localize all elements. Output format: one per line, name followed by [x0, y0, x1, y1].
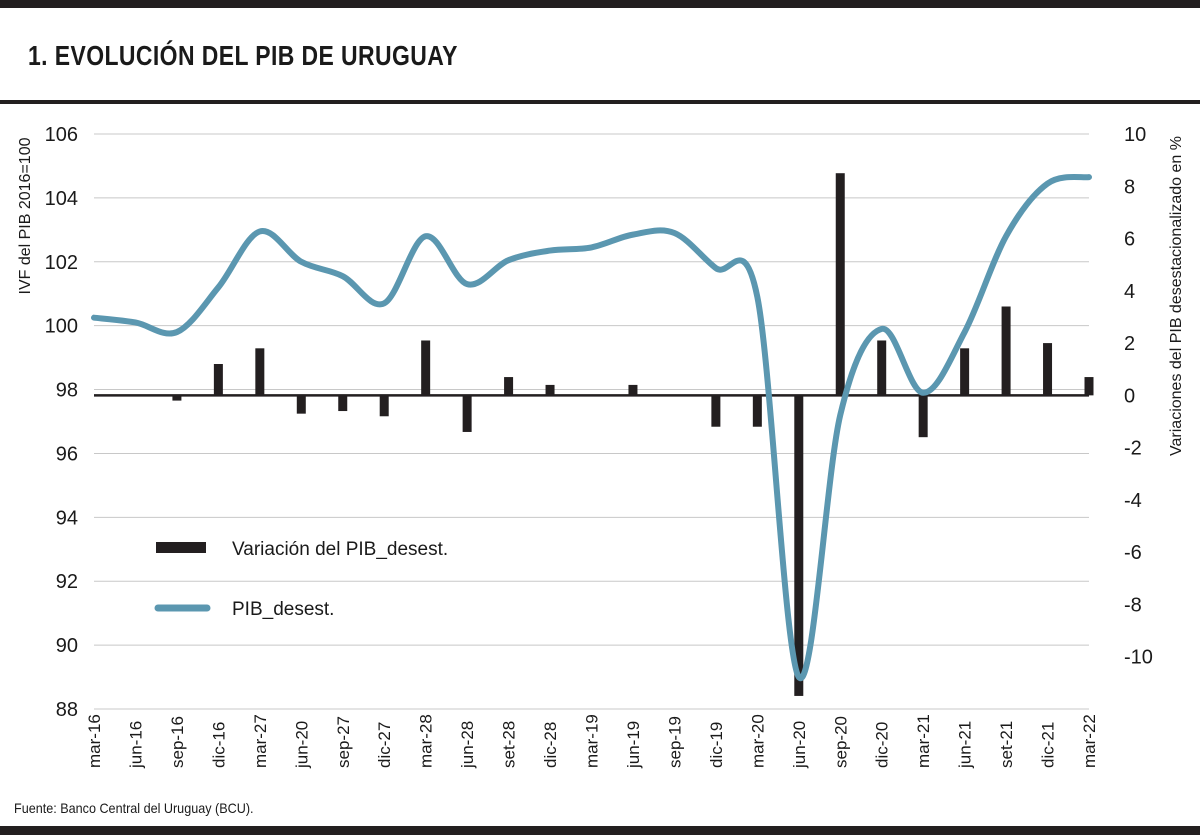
right-tick-label: -6 — [1124, 542, 1142, 564]
left-tick-label: 102 — [45, 252, 78, 274]
left-tick-label: 106 — [45, 124, 78, 146]
x-tick-label: dic-27 — [375, 722, 394, 768]
bar-jun-19 — [628, 384, 638, 396]
x-tick-label: dic-16 — [209, 722, 228, 768]
left-tick-label: 94 — [56, 507, 78, 529]
left-tick-label: 98 — [56, 380, 78, 402]
x-tick-label: set-21 — [997, 721, 1016, 768]
right-tick-label: 8 — [1124, 176, 1135, 198]
x-tick-label: sep-16 — [168, 716, 187, 768]
bar-jun-20 — [296, 395, 306, 414]
bar-jun-28 — [462, 395, 472, 432]
right-tick-label: -2 — [1124, 438, 1142, 460]
pib-chart: 88 90 92 94 96 98 100 102 104 106 -10 -8 -6 -4 -2 0 2 4 6… — [17, 124, 1185, 769]
x-tick-label: mar-20 — [748, 714, 767, 768]
x-axis-ticks: mar-16 jun-16 sep-16 dic-16 mar-27 jun-20 sep-… — [85, 714, 1099, 769]
left-tick-label: 104 — [45, 188, 78, 210]
legend-bar-label: Variación del PIB_desest. — [232, 539, 448, 560]
x-tick-label: set-28 — [500, 721, 519, 768]
left-tick-label: 96 — [56, 443, 78, 465]
left-axis-ticks: 88 90 92 94 96 98 100 102 104 106 — [45, 124, 78, 721]
right-tick-label: 4 — [1124, 281, 1135, 303]
x-tick-label: mar-22 — [1080, 714, 1099, 768]
x-tick-label: sep-20 — [831, 716, 850, 768]
bar-sep-27 — [338, 395, 348, 412]
right-tick-label: -4 — [1124, 490, 1142, 512]
x-tick-label: jun-21 — [956, 721, 975, 769]
line-series — [91, 174, 1092, 682]
source-note: Fuente: Banco Central del Uruguay (BCU). — [14, 800, 254, 816]
left-tick-label: 100 — [45, 316, 78, 338]
left-tick-label: 92 — [56, 571, 78, 593]
bar-mar-22 — [1084, 377, 1094, 396]
x-tick-label: mar-21 — [914, 714, 933, 768]
bar-dic-27 — [379, 395, 389, 417]
legend-line-label: PIB_desest. — [232, 599, 334, 620]
legend-bar-swatch — [156, 542, 206, 553]
x-tick-label: dic-19 — [707, 722, 726, 768]
left-tick-label: 88 — [56, 699, 78, 721]
x-tick-label: dic-20 — [873, 722, 892, 768]
x-tick-label: jun-20 — [790, 721, 809, 769]
grid-lines — [94, 133, 1089, 710]
x-tick-label: jun-19 — [624, 721, 643, 769]
bar-sep-16 — [172, 395, 182, 401]
legend: Variación del PIB_desest. PIB_desest. — [154, 539, 448, 620]
x-tick-label: dic-28 — [541, 722, 560, 768]
x-tick-label: jun-28 — [458, 721, 477, 769]
x-tick-label: sep-19 — [665, 716, 684, 768]
bar-dic-19 — [711, 395, 721, 427]
top-rule — [0, 0, 1200, 8]
right-tick-label: 6 — [1124, 229, 1135, 251]
y-axis-right-label: Variaciones del PIB desestacionalizado e… — [1168, 136, 1185, 456]
title-rule — [0, 100, 1200, 104]
right-axis-ticks: -10 -8 -6 -4 -2 0 2 4 6 8 10 — [1124, 124, 1153, 669]
left-tick-label: 90 — [56, 635, 78, 657]
bar-series — [172, 173, 1094, 696]
x-tick-label: dic-21 — [1039, 722, 1058, 768]
right-tick-label: 10 — [1124, 124, 1146, 146]
x-tick-label: mar-19 — [583, 714, 602, 768]
bar-mar-27 — [255, 348, 265, 396]
x-tick-label: mar-27 — [251, 714, 270, 768]
bar-jun-21 — [960, 348, 970, 396]
bar-sep-20 — [835, 173, 845, 396]
bar-mar-20 — [752, 395, 762, 427]
bar-dic-21 — [1043, 343, 1053, 396]
bar-jun-20 — [794, 395, 804, 696]
bar-mar-21 — [918, 395, 928, 438]
x-tick-label: mar-16 — [85, 714, 104, 768]
right-tick-label: 0 — [1124, 385, 1135, 407]
x-tick-label: jun-16 — [126, 721, 145, 769]
bar-dic-20 — [877, 340, 887, 396]
right-tick-label: -8 — [1124, 594, 1142, 616]
chart-title: 1. EVOLUCIÓN DEL PIB DE URUGUAY — [28, 40, 458, 71]
right-tick-label: 2 — [1124, 333, 1135, 355]
bar-mar-28 — [421, 340, 431, 396]
bar-set-28 — [504, 377, 514, 396]
y-axis-left-label: IVF del PIB 2016=100 — [17, 137, 34, 294]
bar-set-21 — [1001, 306, 1011, 396]
bottom-rule — [0, 826, 1200, 835]
line-pib-desest — [91, 174, 1092, 682]
bar-dic-16 — [213, 364, 223, 396]
right-tick-label: -10 — [1124, 647, 1153, 669]
x-tick-label: jun-20 — [292, 721, 311, 769]
bar-dic-28 — [545, 384, 555, 396]
x-tick-label: mar-28 — [417, 714, 436, 768]
x-tick-label: sep-27 — [334, 716, 353, 768]
